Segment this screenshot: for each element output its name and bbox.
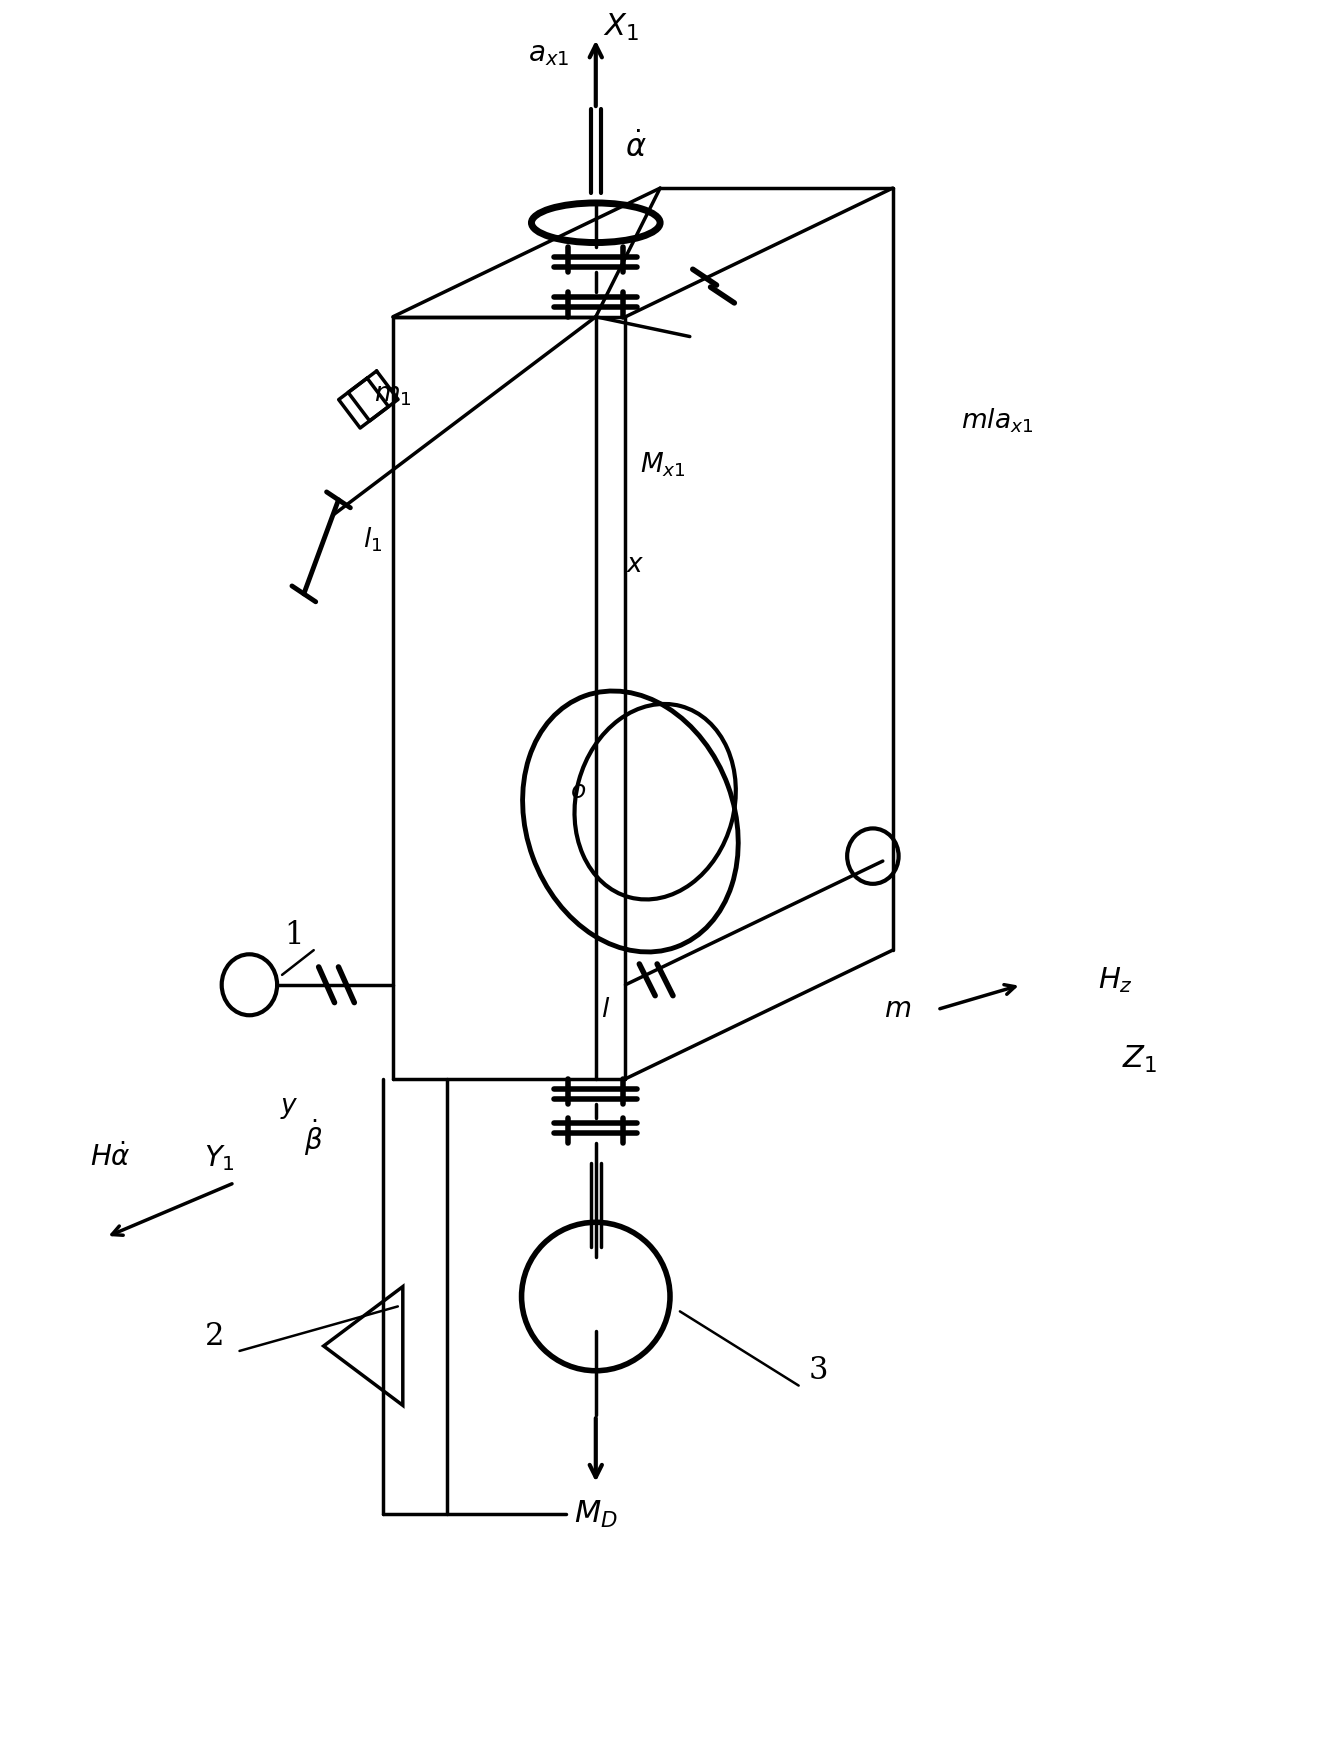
Text: $\dot{\beta}$: $\dot{\beta}$ bbox=[304, 1118, 323, 1158]
Text: $X_1$: $X_1$ bbox=[602, 12, 638, 44]
Text: $H\dot{\alpha}$: $H\dot{\alpha}$ bbox=[90, 1144, 131, 1172]
Text: $H_z$: $H_z$ bbox=[1098, 964, 1133, 994]
Text: $l_1$: $l_1$ bbox=[363, 525, 382, 554]
Text: $M_{x1}$: $M_{x1}$ bbox=[640, 451, 685, 480]
Text: $Z_1$: $Z_1$ bbox=[1122, 1044, 1157, 1074]
Text: $a_{x1}$: $a_{x1}$ bbox=[528, 41, 569, 69]
Text: $m_1$: $m_1$ bbox=[374, 383, 412, 409]
Text: 1: 1 bbox=[284, 920, 303, 950]
Text: $x$: $x$ bbox=[626, 552, 645, 577]
Text: $mla_{x1}$: $mla_{x1}$ bbox=[960, 407, 1033, 435]
Text: $\dot{\alpha}$: $\dot{\alpha}$ bbox=[625, 132, 646, 164]
Text: 2: 2 bbox=[205, 1320, 224, 1352]
Text: $o$: $o$ bbox=[570, 781, 586, 804]
Text: $Y_1$: $Y_1$ bbox=[204, 1142, 235, 1172]
Text: $M_D$: $M_D$ bbox=[574, 1499, 618, 1530]
Text: $m$: $m$ bbox=[884, 996, 911, 1023]
Text: $l$: $l$ bbox=[601, 998, 610, 1023]
Text: $y$: $y$ bbox=[280, 1097, 298, 1121]
Text: 3: 3 bbox=[809, 1356, 829, 1386]
